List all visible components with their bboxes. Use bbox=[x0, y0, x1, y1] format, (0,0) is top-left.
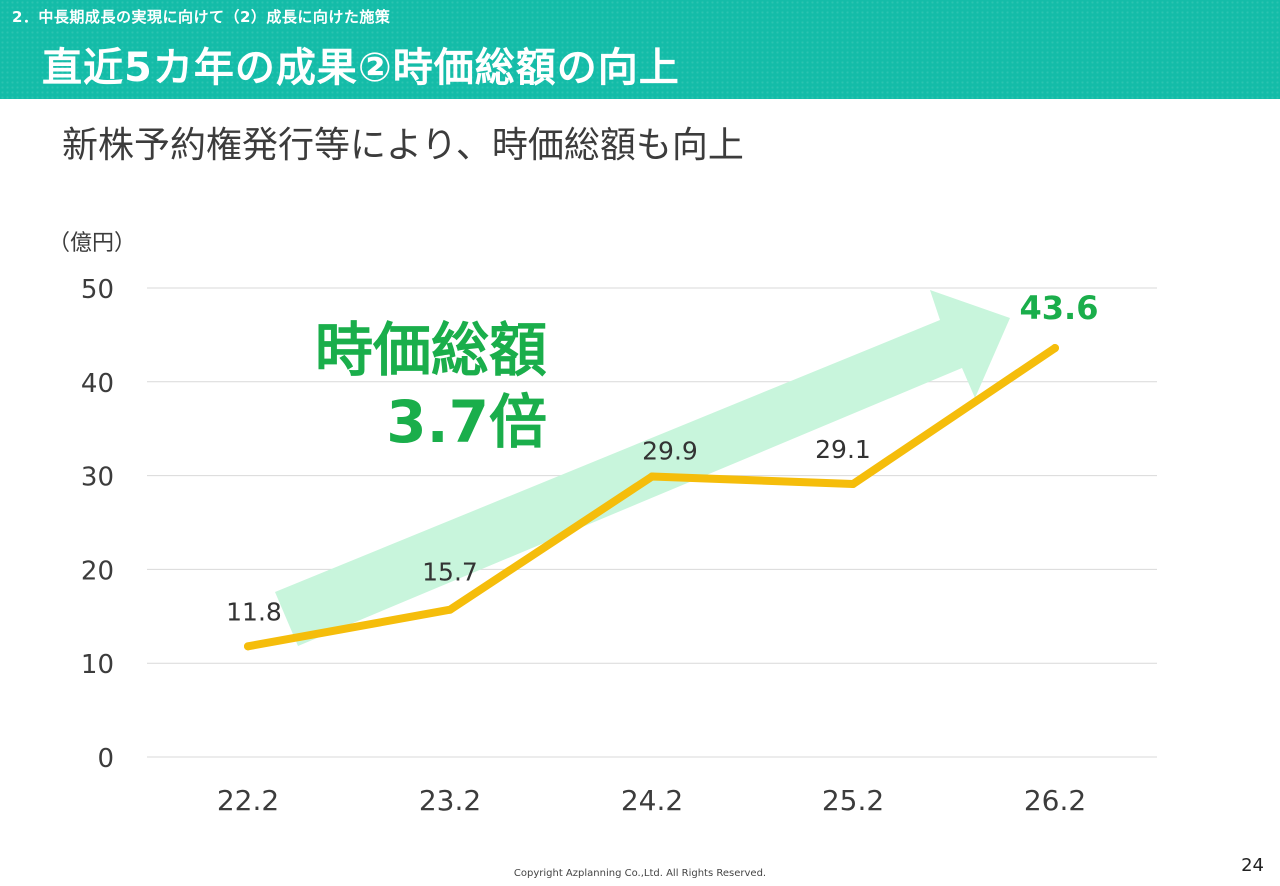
y-tick-50: 50 bbox=[81, 275, 114, 305]
y-unit-label: （億円） bbox=[48, 231, 136, 256]
y-tick-30: 30 bbox=[81, 463, 114, 493]
data-label-25.2: 29.1 bbox=[815, 435, 871, 464]
y-tick-0: 0 bbox=[97, 744, 114, 774]
x-tick-22.2: 22.2 bbox=[217, 784, 279, 817]
page-title: 直近5カ年の成果②時価総額の向上 bbox=[42, 45, 680, 91]
data-point-25.2 bbox=[849, 480, 857, 489]
header-bar: 2．中長期成長の実現に向けて（2）成長に向けた施策 直近5カ年の成果②時価総額の… bbox=[0, 0, 1280, 99]
page-number: 24 bbox=[1241, 855, 1264, 876]
gridlines bbox=[147, 287, 1157, 758]
x-tick-23.2: 23.2 bbox=[419, 784, 481, 817]
callout-title: 時価総額 bbox=[315, 316, 547, 384]
x-tick-25.2: 25.2 bbox=[822, 784, 884, 817]
slide-subtitle: 新株予約権発行等により、時価総額も向上 bbox=[62, 125, 744, 166]
callout-multiplier: 3.7倍 bbox=[386, 388, 547, 456]
data-point-26.2 bbox=[1051, 344, 1059, 353]
data-labels: 11.8 15.7 29.9 29.1 43.6 bbox=[226, 289, 1099, 651]
growth-arrow-icon bbox=[275, 290, 1010, 646]
x-tick-26.2: 26.2 bbox=[1024, 784, 1086, 817]
data-point-22.2 bbox=[244, 642, 252, 651]
data-point-23.2 bbox=[446, 605, 454, 614]
y-tick-40: 40 bbox=[81, 369, 114, 399]
data-label-23.2: 15.7 bbox=[422, 558, 478, 587]
y-tick-labels: 0 10 20 30 40 50 bbox=[81, 275, 114, 774]
data-label-22.2: 11.8 bbox=[226, 597, 282, 626]
data-point-24.2 bbox=[648, 472, 656, 481]
y-tick-20: 20 bbox=[81, 556, 114, 586]
copyright-text: Copyright Azplanning Co.,Ltd. All Rights… bbox=[513, 868, 767, 879]
section-label: 2．中長期成長の実現に向けて（2）成長に向けた施策 bbox=[12, 8, 391, 26]
x-tick-labels: 22.2 23.2 24.2 25.2 26.2 bbox=[217, 784, 1086, 817]
data-label-26.2: 43.6 bbox=[1020, 289, 1099, 327]
y-tick-10: 10 bbox=[81, 650, 114, 680]
x-tick-24.2: 24.2 bbox=[621, 784, 683, 817]
data-label-24.2: 29.9 bbox=[642, 437, 698, 466]
